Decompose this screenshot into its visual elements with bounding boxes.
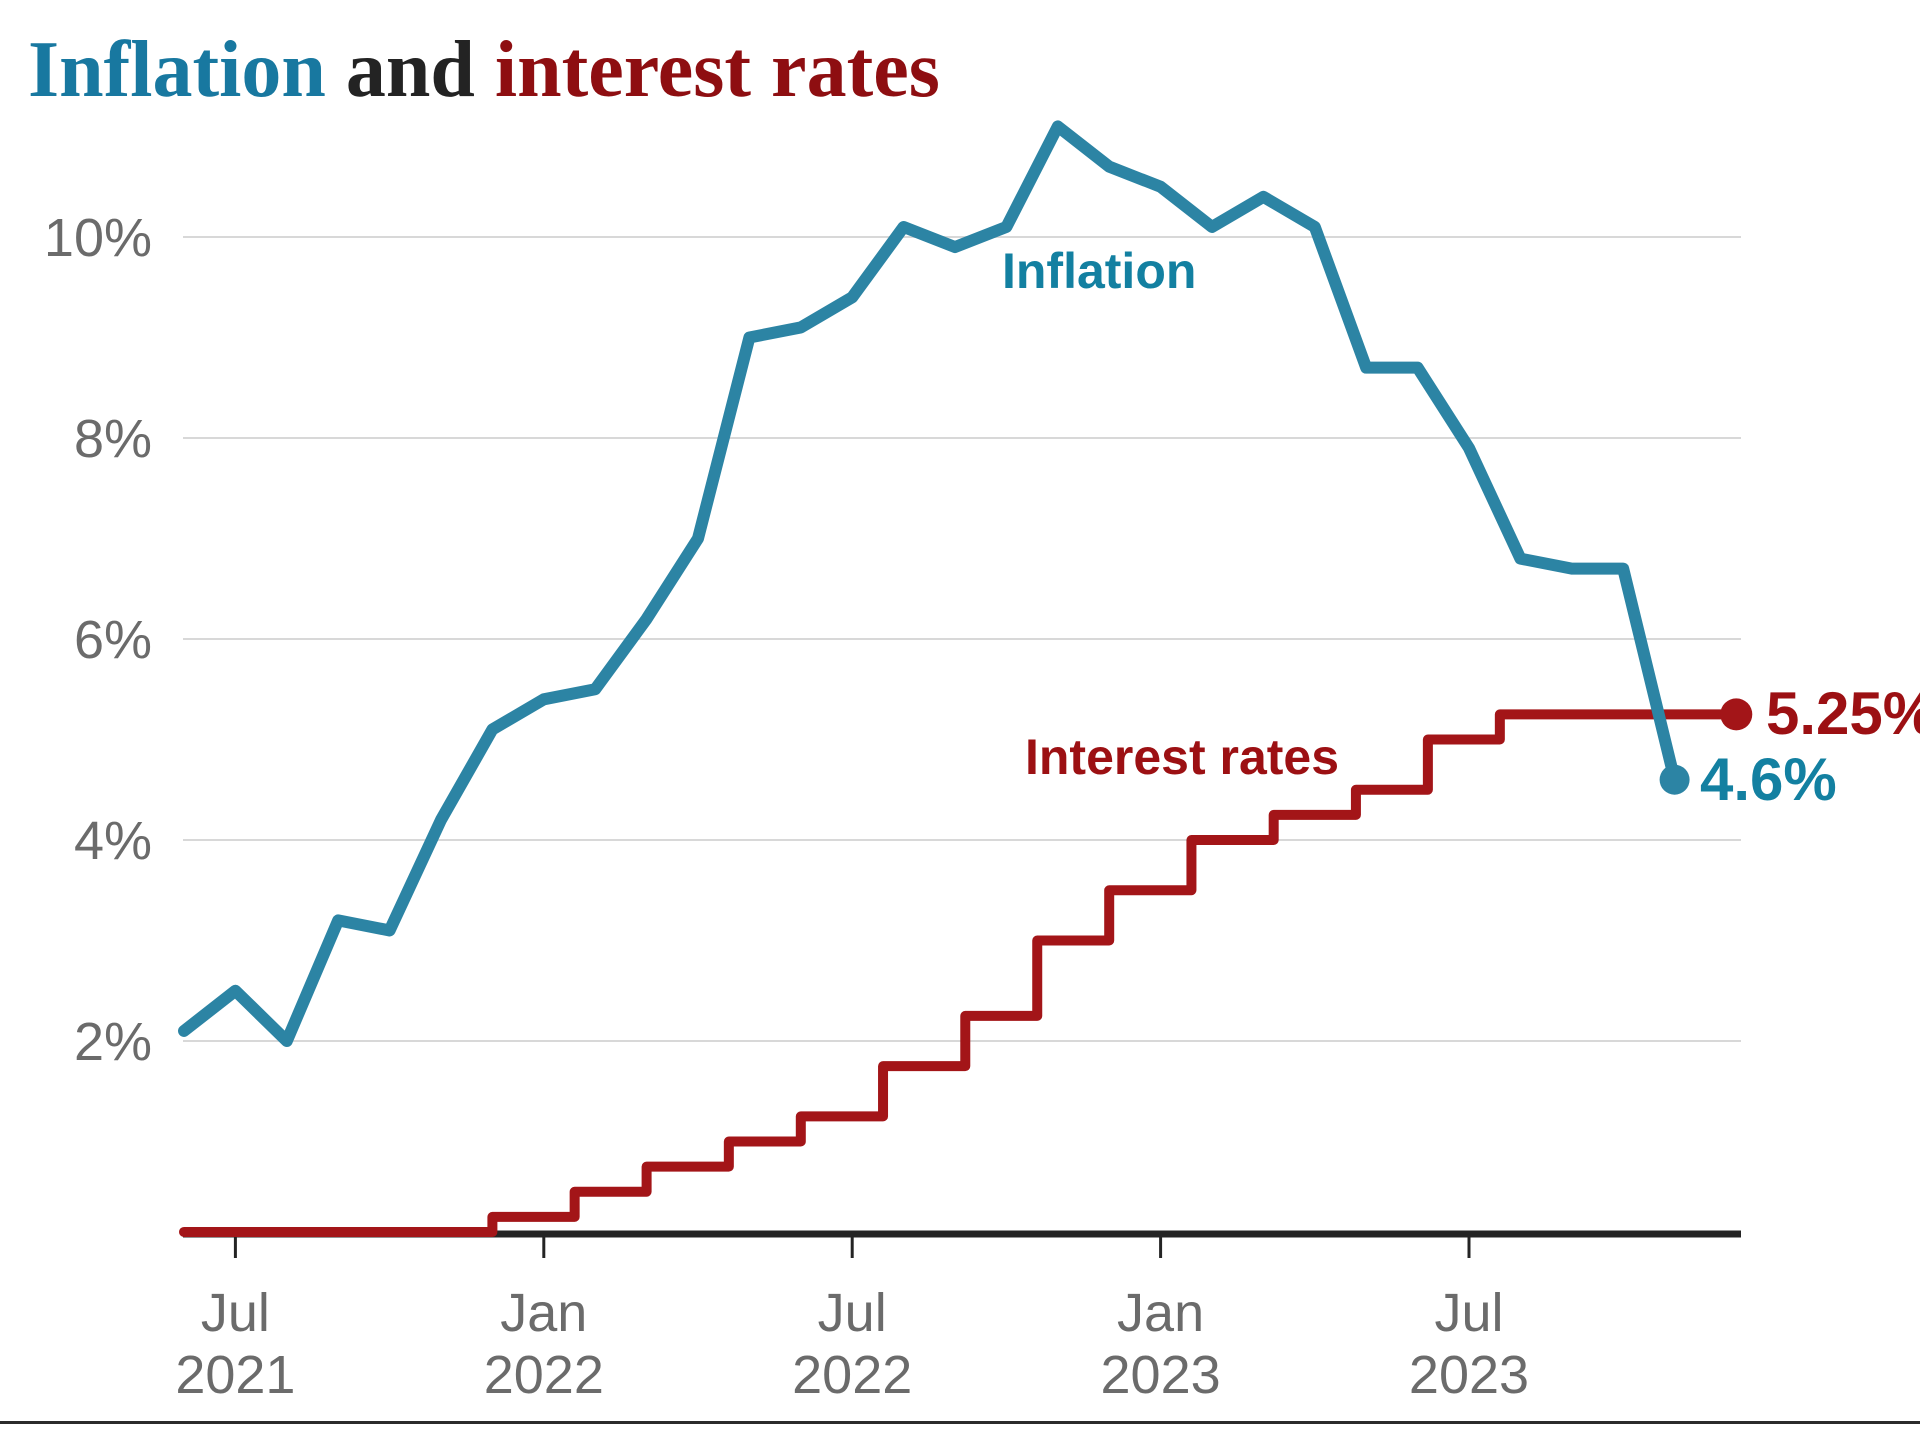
interest-rates-end-value: 5.25% [1766, 680, 1920, 747]
interest-rates-series-label: Interest rates [1025, 729, 1340, 785]
inflation-end-value: 4.6% [1700, 746, 1837, 813]
y-axis-label: 10% [44, 208, 152, 268]
x-axis-label-year: 2023 [1101, 1345, 1221, 1405]
interest-rates-end-dot [1720, 698, 1753, 731]
y-axis-label: 2% [74, 1012, 152, 1072]
y-axis-label: 8% [74, 409, 152, 469]
title-word-interest-rates: interest rates [494, 26, 940, 114]
inflation-line [178, 120, 1681, 1047]
bottom-divider-line [0, 1421, 1920, 1424]
interest-rates-line [179, 709, 1742, 1237]
x-axis-label-month: Jul [818, 1283, 887, 1343]
inflation-end-dot [1659, 764, 1690, 795]
title-word-and: and [325, 26, 495, 114]
x-axis-label-month: Jan [500, 1283, 587, 1343]
x-axis-label-month: Jul [1434, 1283, 1503, 1343]
x-axis-label-month: Jul [201, 1283, 270, 1343]
inflation-series-label: Inflation [1002, 243, 1197, 299]
x-axis-label-month: Jan [1117, 1283, 1204, 1343]
x-axis-label-year: 2021 [175, 1345, 295, 1405]
page-title: Inflation and interest rates [28, 28, 940, 112]
y-axis-label: 6% [74, 610, 152, 670]
x-axis-label-year: 2022 [792, 1345, 912, 1405]
x-axis-label-year: 2022 [484, 1345, 604, 1405]
x-axis-label-year: 2023 [1409, 1345, 1529, 1405]
title-word-inflation: Inflation [28, 26, 326, 114]
y-axis-label: 4% [74, 811, 152, 871]
